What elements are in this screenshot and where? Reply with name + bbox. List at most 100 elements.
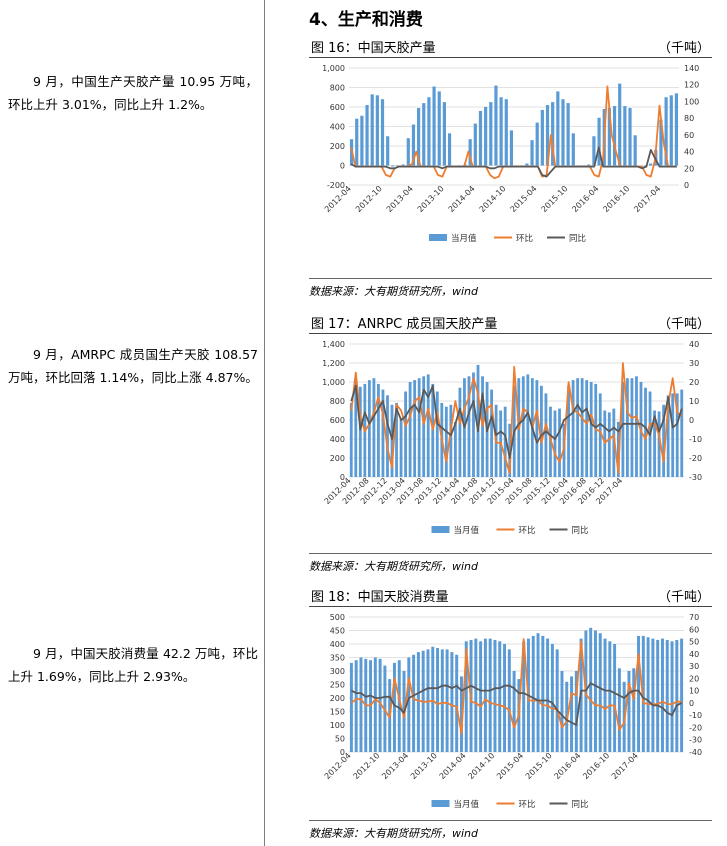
- legend-swatch: [431, 526, 450, 533]
- y-left-tick-label: 0: [340, 748, 345, 757]
- legend-label: 环比: [519, 799, 536, 810]
- series-line-yoy: [350, 146, 677, 178]
- series-line-yoy: [350, 384, 683, 459]
- legend-label: 环比: [516, 233, 533, 244]
- bar: [413, 380, 417, 477]
- figure-unit: （千吨）: [657, 590, 710, 605]
- bar: [553, 410, 557, 477]
- bar: [561, 99, 565, 166]
- bar: [386, 395, 389, 477]
- y-left-tick-label: 1,400: [322, 340, 345, 349]
- figure-16: 图 16：中国天胶产量 （千吨） -200 0 200 400 600 800 1,000 0…: [309, 37, 712, 258]
- y-right-tick-label: -10: [689, 711, 702, 720]
- bar: [646, 637, 650, 752]
- x-tick-label: 2014-04: [447, 184, 477, 214]
- bar: [521, 376, 525, 477]
- y-right-tick-label: 0: [684, 181, 689, 190]
- bar: [406, 138, 410, 166]
- bar: [617, 668, 621, 752]
- bar: [408, 382, 412, 477]
- figure-18: 图 18：中国天胶消费量 （千吨） 0 50 100 150 200 250 300 350 4…: [309, 586, 712, 817]
- bar: [531, 635, 535, 752]
- bar: [468, 139, 472, 166]
- series-line-yoy: [350, 682, 683, 726]
- bar: [354, 660, 358, 752]
- bar: [630, 378, 634, 477]
- bar: [473, 123, 477, 166]
- x-tick-label: 2017-04: [610, 751, 640, 781]
- bar: [422, 376, 426, 477]
- bar: [458, 387, 462, 477]
- y-left-tick-label: 800: [330, 84, 345, 93]
- x-tick-label: 2016-10: [601, 184, 631, 214]
- bar: [401, 164, 405, 166]
- bar: [499, 97, 503, 166]
- figure-caption: 图 16：中国天胶产量: [311, 41, 436, 56]
- y-left-tick-label: 600: [330, 103, 345, 112]
- bar: [522, 641, 526, 752]
- paragraph-china-consumption: 9 月，中国天胶消费量 42.2 万吨，环比上升 1.69%，同比上升 2.93…: [8, 646, 258, 684]
- bar: [476, 364, 480, 477]
- series-line-mom: [350, 362, 683, 475]
- bar: [390, 404, 394, 477]
- bar: [628, 107, 632, 166]
- y-left-tick-label: 600: [330, 416, 345, 425]
- y-right-tick-label: 30: [689, 359, 699, 368]
- bar: [489, 102, 493, 166]
- y-right-tick-label: 20: [684, 164, 694, 173]
- y-right-tick-label: -10: [689, 435, 702, 444]
- bar: [649, 163, 653, 166]
- y-left-tick-label: 300: [330, 667, 345, 676]
- x-tick-label: 2012-04: [323, 751, 353, 781]
- figure-source: 数据来源：大有期货研究所，wind: [309, 820, 712, 841]
- bar: [483, 638, 487, 752]
- y-right-tick-label: 40: [689, 650, 699, 659]
- y-left-tick-label: 800: [330, 397, 345, 406]
- bar: [373, 657, 377, 752]
- bar: [442, 102, 446, 166]
- x-tick-label: 2012-10: [352, 751, 382, 781]
- bar: [525, 163, 529, 166]
- bar: [656, 639, 660, 752]
- y-right-tick-label: -30: [689, 473, 702, 482]
- bar: [411, 124, 416, 166]
- paragraph-anrpc-production: 9 月，AMRPC 成员国生产天胶 108.57 万吨，环比回落 1.14%，同…: [8, 347, 258, 385]
- series-line-mom: [350, 85, 677, 180]
- y-left-tick-label: 250: [330, 681, 345, 690]
- x-tick-label: 2016-04: [570, 184, 600, 214]
- y-right-tick-label: 10: [689, 687, 699, 696]
- bar: [494, 85, 498, 166]
- bar: [627, 671, 631, 752]
- bar: [426, 649, 430, 752]
- bar: [507, 649, 511, 752]
- y-left-tick-label: -200: [327, 181, 345, 190]
- bar: [530, 140, 534, 166]
- bar: [635, 376, 638, 477]
- legend-label: 当月值: [451, 233, 477, 244]
- bar: [603, 410, 607, 477]
- bar: [372, 378, 376, 477]
- column-divider: [264, 0, 265, 846]
- bar: [544, 393, 548, 477]
- bar: [358, 386, 362, 477]
- y-right-tick-label: 30: [689, 662, 699, 671]
- y-left-tick-label: 1,200: [322, 359, 345, 368]
- bar: [472, 372, 475, 477]
- y-right-tick-label: 60: [689, 625, 699, 634]
- bar: [570, 676, 574, 752]
- bar: [488, 638, 492, 752]
- x-tick-label: 2016-04: [553, 751, 583, 781]
- bar: [613, 644, 617, 752]
- bar: [621, 382, 625, 477]
- y-right-tick-label: -30: [689, 736, 702, 745]
- bar: [551, 102, 555, 166]
- y-left-tick-label: 200: [330, 694, 345, 703]
- y-left-tick-label: 200: [330, 142, 345, 151]
- chart-china-production: -200 0 200 400 600 800 1,000 0 20 40 60 80 100 120 140…: [322, 64, 699, 244]
- bar: [449, 404, 453, 477]
- figure-unit: （千吨）: [657, 317, 710, 332]
- y-left-tick-label: 100: [330, 721, 345, 730]
- bar: [680, 638, 684, 752]
- bar: [644, 387, 647, 477]
- bar: [589, 382, 593, 477]
